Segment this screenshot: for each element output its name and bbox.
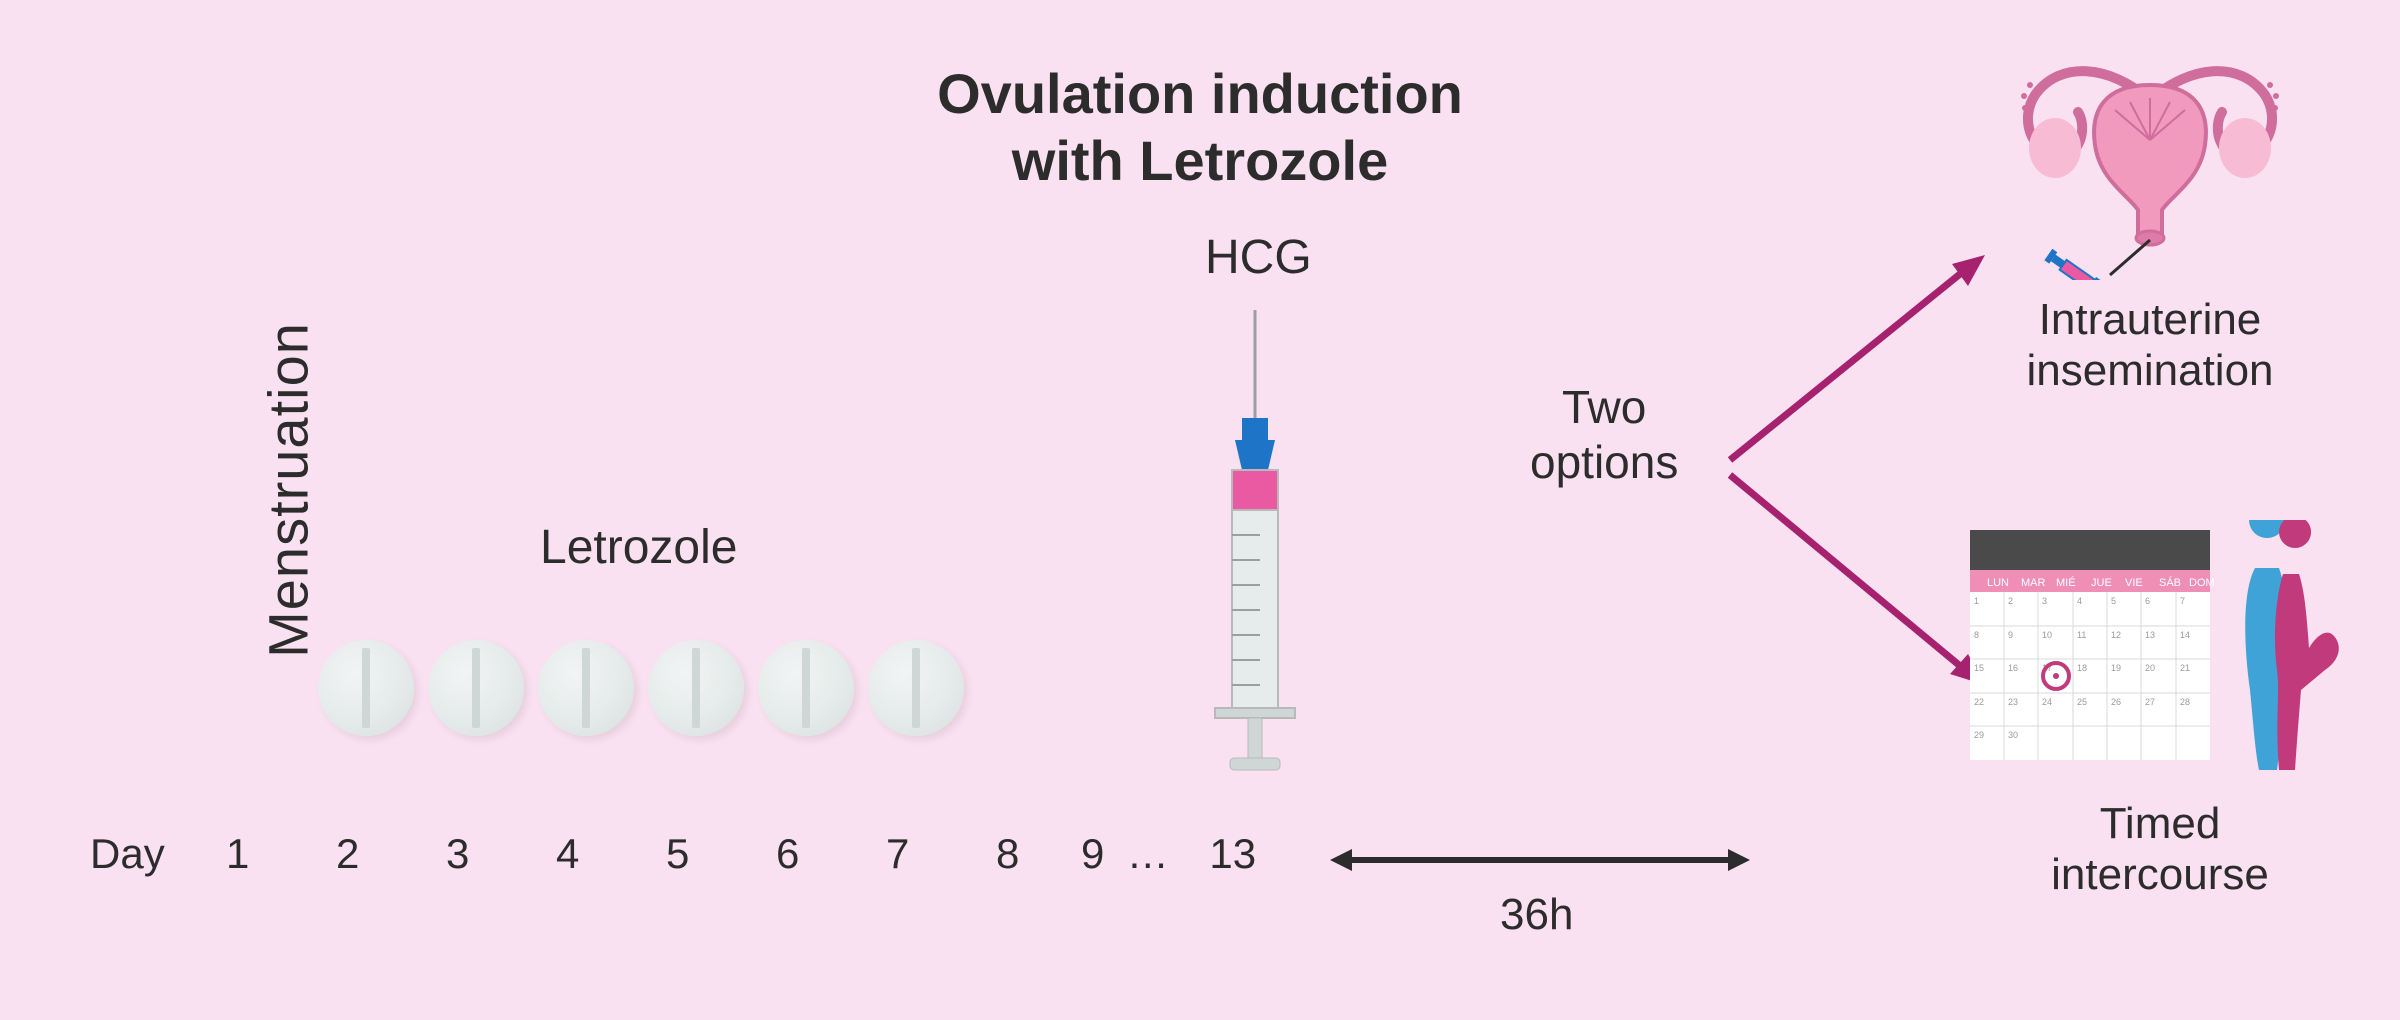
svg-text:7: 7 xyxy=(2180,596,2185,606)
svg-text:18: 18 xyxy=(2077,663,2087,673)
option-iui-label: Intrauterine insemination xyxy=(1960,295,2340,396)
menstruation-label: Menstruation xyxy=(255,322,320,658)
option-timed-intercourse: LUN MAR MIÉ JUE VIE SÁB DOM 1234567 8910… xyxy=(1960,520,2360,900)
svg-text:VIE: VIE xyxy=(2125,577,2143,589)
title-line-2: with Letrozole xyxy=(1012,129,1388,192)
day-number: 6 xyxy=(733,830,843,878)
svg-text:9: 9 xyxy=(2008,630,2013,640)
pill-icon xyxy=(648,640,744,736)
letrozole-label: Letrozole xyxy=(540,520,737,575)
svg-text:8: 8 xyxy=(1974,630,1979,640)
option-iui: Intrauterine insemination xyxy=(1960,40,2340,396)
svg-text:MAR: MAR xyxy=(2021,577,2046,589)
hcg-label: HCG xyxy=(1205,230,1312,285)
pill-icon xyxy=(428,640,524,736)
svg-text:16: 16 xyxy=(2008,663,2018,673)
branch-arrows-icon xyxy=(1720,250,2000,735)
day-label: Day xyxy=(90,830,165,878)
svg-text:2: 2 xyxy=(2008,596,2013,606)
svg-text:6: 6 xyxy=(2145,596,2150,606)
day-number: 7 xyxy=(843,830,953,878)
svg-text:10: 10 xyxy=(2042,630,2052,640)
two-options-label: Two options xyxy=(1530,380,1678,490)
svg-text:3: 3 xyxy=(2042,596,2047,606)
svg-text:11: 11 xyxy=(2077,630,2086,640)
svg-text:28: 28 xyxy=(2180,697,2190,707)
svg-text:MIÉ: MIÉ xyxy=(2056,576,2076,589)
svg-text:1: 1 xyxy=(1974,596,1979,606)
page-title: Ovulation induction with Letrozole xyxy=(937,60,1463,194)
svg-text:23: 23 xyxy=(2008,697,2018,707)
syringe-icon xyxy=(1190,310,1320,785)
day-number: 1 xyxy=(183,830,293,878)
svg-text:15: 15 xyxy=(1974,663,1984,673)
day-number: 8 xyxy=(953,830,1063,878)
svg-text:30: 30 xyxy=(2008,730,2018,740)
time-arrow-icon xyxy=(1330,840,1750,885)
svg-text:27: 27 xyxy=(2145,697,2155,707)
svg-text:SÁB: SÁB xyxy=(2159,576,2181,589)
svg-text:29: 29 xyxy=(1974,730,1984,740)
pill-icon xyxy=(538,640,634,736)
day-number: 4 xyxy=(513,830,623,878)
svg-text:22: 22 xyxy=(1974,697,1984,707)
svg-text:19: 19 xyxy=(2111,663,2121,673)
pill-icon xyxy=(758,640,854,736)
svg-text:25: 25 xyxy=(2077,697,2087,707)
pill-icon xyxy=(318,640,414,736)
pills-row xyxy=(318,640,964,736)
day-ellipsis: … xyxy=(1127,830,1169,878)
svg-text:5: 5 xyxy=(2111,596,2116,606)
uterus-icon xyxy=(2000,40,2300,280)
svg-text:DOM: DOM xyxy=(2189,577,2215,589)
svg-text:20: 20 xyxy=(2145,663,2155,673)
time-after-label: 36h xyxy=(1500,890,1573,940)
option-ti-label: Timed intercourse xyxy=(1960,799,2360,900)
day-number: 3 xyxy=(403,830,513,878)
svg-text:12: 12 xyxy=(2111,630,2121,640)
svg-text:21: 21 xyxy=(2180,663,2190,673)
svg-text:LUN: LUN xyxy=(1987,577,2009,589)
day-number: 9 xyxy=(1063,830,1123,878)
svg-text:26: 26 xyxy=(2111,697,2121,707)
day-number: 2 xyxy=(293,830,403,878)
day-number: 13 xyxy=(1193,830,1273,878)
day-timeline: Day 1 2 3 4 5 6 7 8 9 … 13 xyxy=(90,830,1273,878)
svg-text:14: 14 xyxy=(2180,630,2190,640)
svg-text:4: 4 xyxy=(2077,596,2082,606)
calendar-couple-icon: LUN MAR MIÉ JUE VIE SÁB DOM 1234567 8910… xyxy=(1970,520,2350,780)
pill-icon xyxy=(868,640,964,736)
svg-text:JUE: JUE xyxy=(2091,577,2112,589)
day-number: 5 xyxy=(623,830,733,878)
title-line-1: Ovulation induction xyxy=(937,62,1463,125)
svg-text:13: 13 xyxy=(2145,630,2155,640)
svg-text:24: 24 xyxy=(2042,697,2052,707)
